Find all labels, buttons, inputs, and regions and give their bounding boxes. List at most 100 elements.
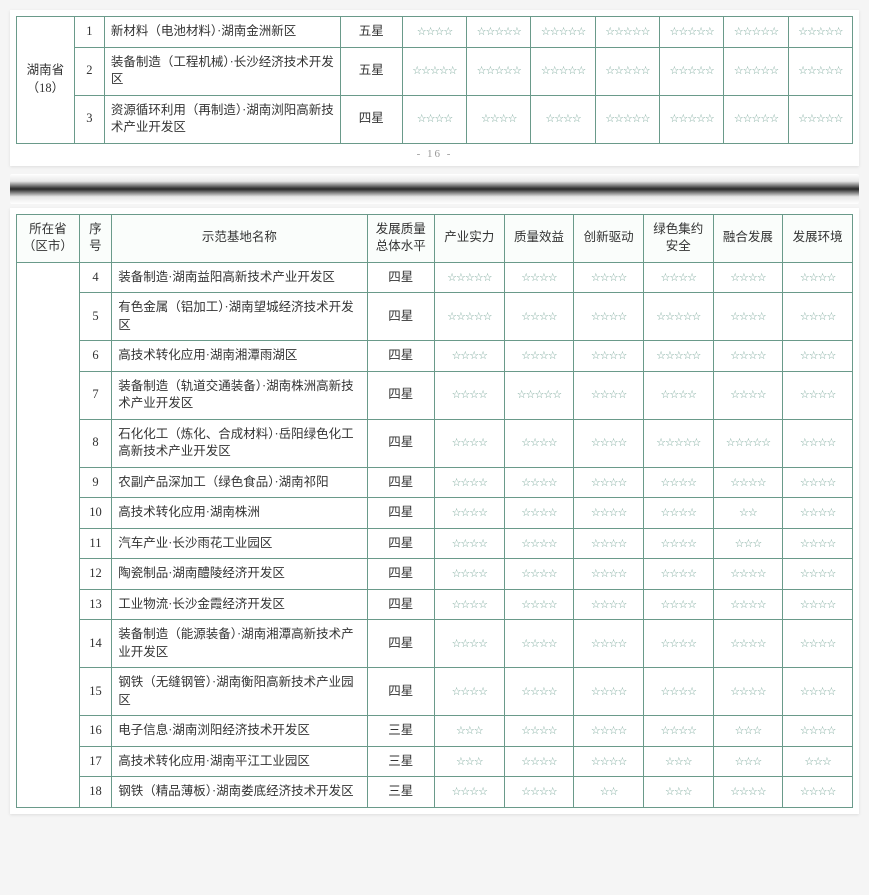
province-cell-empty xyxy=(17,262,80,807)
star-rating: ☆☆☆☆ xyxy=(452,686,487,698)
cell-score: ☆☆☆☆ xyxy=(713,589,783,620)
cell-score: ☆☆☆☆ xyxy=(783,498,853,529)
star-rating: ☆☆☆☆ xyxy=(521,311,556,323)
star-rating: ☆☆☆☆☆ xyxy=(605,26,649,38)
h-c6: 发展环境 xyxy=(783,214,853,262)
star-rating: ☆☆☆☆ xyxy=(800,437,835,449)
cell-level: 四星 xyxy=(367,668,434,716)
star-rating: ☆☆☆☆ xyxy=(545,113,580,125)
star-rating: ☆☆☆☆ xyxy=(661,599,696,611)
cell-idx: 16 xyxy=(79,716,112,747)
table-row: 13工业物流·长沙金霞经济开发区四星☆☆☆☆☆☆☆☆☆☆☆☆☆☆☆☆☆☆☆☆☆☆… xyxy=(17,589,853,620)
cell-score: ☆☆☆☆☆ xyxy=(643,419,713,467)
cell-name: 石化化工（炼化、合成材料）·岳阳绿色化工高新技术产业开发区 xyxy=(112,419,367,467)
star-rating: ☆☆☆☆☆ xyxy=(541,65,585,77)
cell-score: ☆☆☆ xyxy=(643,777,713,808)
cell-score: ☆☆☆☆ xyxy=(643,262,713,293)
cell-idx: 7 xyxy=(79,371,112,419)
star-rating: ☆☆☆☆ xyxy=(521,437,556,449)
cell-idx: 17 xyxy=(79,746,112,777)
cell-level: 五星 xyxy=(340,47,402,95)
h-name: 示范基地名称 xyxy=(112,214,367,262)
star-rating: ☆☆☆ xyxy=(804,756,831,768)
star-rating: ☆☆☆☆ xyxy=(452,350,487,362)
table-top: 湖南省（18）1新材料（电池材料）·湖南金洲新区五星☆☆☆☆☆☆☆☆☆☆☆☆☆☆… xyxy=(16,16,853,144)
cell-score: ☆☆☆☆☆ xyxy=(595,17,659,48)
table-row: 4装备制造·湖南益阳高新技术产业开发区四星☆☆☆☆☆☆☆☆☆☆☆☆☆☆☆☆☆☆☆… xyxy=(17,262,853,293)
star-rating: ☆☆☆☆☆ xyxy=(477,26,521,38)
cell-score: ☆☆☆☆☆ xyxy=(467,47,531,95)
cell-score: ☆☆☆☆☆ xyxy=(434,262,504,293)
page-top: 湖南省（18）1新材料（电池材料）·湖南金洲新区五星☆☆☆☆☆☆☆☆☆☆☆☆☆☆… xyxy=(10,10,859,166)
cell-score: ☆☆☆☆☆ xyxy=(504,371,574,419)
star-rating: ☆☆☆☆ xyxy=(661,638,696,650)
star-rating: ☆☆☆☆ xyxy=(800,568,835,580)
star-rating: ☆☆☆☆ xyxy=(521,538,556,550)
cell-name: 装备制造（工程机械）·长沙经济技术开发区 xyxy=(104,47,340,95)
cell-score: ☆☆☆☆ xyxy=(504,589,574,620)
star-rating: ☆☆☆☆ xyxy=(452,638,487,650)
cell-level: 四星 xyxy=(367,293,434,341)
star-rating: ☆☆☆☆ xyxy=(452,389,487,401)
star-rating: ☆☆☆☆ xyxy=(521,725,556,737)
table-row: 17高技术转化应用·湖南平江工业园区三星☆☆☆☆☆☆☆☆☆☆☆☆☆☆☆☆☆☆☆☆ xyxy=(17,746,853,777)
star-rating: ☆☆☆☆ xyxy=(591,725,626,737)
star-rating: ☆☆☆☆ xyxy=(521,272,556,284)
star-rating: ☆☆☆☆ xyxy=(417,113,452,125)
h-level: 发展质量总体水平 xyxy=(367,214,434,262)
cell-score: ☆☆☆☆ xyxy=(402,17,466,48)
cell-level: 四星 xyxy=(367,528,434,559)
star-rating: ☆☆☆☆ xyxy=(800,725,835,737)
cell-name: 高技术转化应用·湖南株洲 xyxy=(112,498,367,529)
cell-level: 四星 xyxy=(367,498,434,529)
table-row: 5有色金属（铝加工）·湖南望城经济技术开发区四星☆☆☆☆☆☆☆☆☆☆☆☆☆☆☆☆… xyxy=(17,293,853,341)
cell-score: ☆☆☆☆ xyxy=(504,777,574,808)
cell-score: ☆☆☆☆ xyxy=(783,777,853,808)
cell-level: 四星 xyxy=(367,620,434,668)
cell-score: ☆☆☆☆ xyxy=(713,293,783,341)
page-bottom: 所在省 （区市） 序号 示范基地名称 发展质量总体水平 产业实力 质量效益 创新… xyxy=(10,208,859,814)
star-rating: ☆☆☆☆ xyxy=(521,638,556,650)
star-rating: ☆☆☆☆ xyxy=(800,538,835,550)
star-rating: ☆☆☆ xyxy=(735,725,762,737)
star-rating: ☆☆☆☆ xyxy=(800,686,835,698)
cell-score: ☆☆☆☆ xyxy=(643,498,713,529)
star-rating: ☆☆☆☆ xyxy=(730,477,765,489)
cell-score: ☆☆☆☆ xyxy=(434,467,504,498)
star-rating: ☆☆☆☆☆ xyxy=(669,26,713,38)
star-rating: ☆☆☆☆☆ xyxy=(517,389,561,401)
cell-idx: 13 xyxy=(79,589,112,620)
star-rating: ☆☆ xyxy=(600,786,618,798)
cell-score: ☆☆☆ xyxy=(713,716,783,747)
star-rating: ☆☆☆☆ xyxy=(591,272,626,284)
h-c2: 质量效益 xyxy=(504,214,574,262)
cell-name: 高技术转化应用·湖南湘潭雨湖区 xyxy=(112,341,367,372)
star-rating: ☆☆☆☆☆ xyxy=(447,272,491,284)
cell-name: 钢铁（精品薄板）·湖南娄底经济技术开发区 xyxy=(112,777,367,808)
cell-score: ☆☆☆☆ xyxy=(783,467,853,498)
star-rating: ☆☆☆☆ xyxy=(521,786,556,798)
cell-score: ☆☆☆☆ xyxy=(504,668,574,716)
table-row: 14装备制造（能源装备）·湖南湘潭高新技术产业开发区四星☆☆☆☆☆☆☆☆☆☆☆☆… xyxy=(17,620,853,668)
cell-level: 四星 xyxy=(367,467,434,498)
star-rating: ☆☆☆☆ xyxy=(730,389,765,401)
header-row: 所在省 （区市） 序号 示范基地名称 发展质量总体水平 产业实力 质量效益 创新… xyxy=(17,214,853,262)
star-rating: ☆☆☆☆ xyxy=(800,638,835,650)
star-rating: ☆☆☆☆ xyxy=(800,786,835,798)
cell-score: ☆☆☆☆ xyxy=(504,746,574,777)
star-rating: ☆☆☆☆ xyxy=(521,507,556,519)
star-rating: ☆☆ xyxy=(739,507,757,519)
star-rating: ☆☆☆☆ xyxy=(800,272,835,284)
cell-score: ☆☆☆☆ xyxy=(504,528,574,559)
star-rating: ☆☆☆ xyxy=(456,756,483,768)
table-row: 3资源循环利用（再制造）·湖南浏阳高新技术产业开发区四星☆☆☆☆☆☆☆☆☆☆☆☆… xyxy=(17,95,853,143)
cell-score: ☆☆☆☆ xyxy=(574,262,644,293)
cell-score: ☆☆☆☆☆ xyxy=(724,95,788,143)
cell-name: 装备制造·湖南益阳高新技术产业开发区 xyxy=(112,262,367,293)
cell-score: ☆☆☆☆☆ xyxy=(434,293,504,341)
star-rating: ☆☆☆☆ xyxy=(661,568,696,580)
cell-name: 新材料（电池材料）·湖南金洲新区 xyxy=(104,17,340,48)
cell-score: ☆☆☆☆ xyxy=(434,620,504,668)
star-rating: ☆☆☆☆ xyxy=(591,437,626,449)
star-rating: ☆☆☆☆ xyxy=(521,350,556,362)
